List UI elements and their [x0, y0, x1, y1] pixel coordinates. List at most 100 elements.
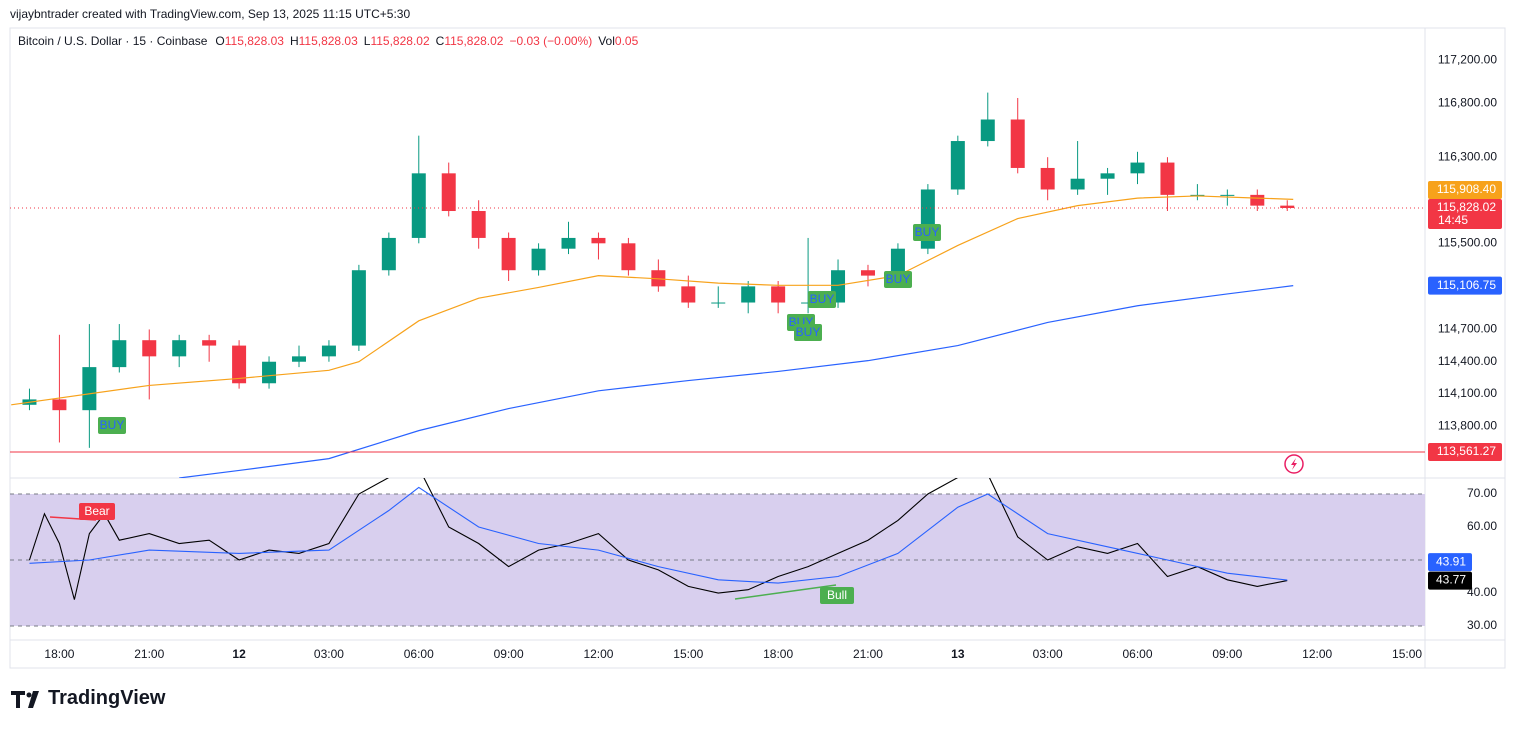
candle-body [142, 340, 157, 357]
rsi-value-label: 43.91 [1436, 554, 1466, 568]
candle-body [741, 286, 756, 303]
y-tick-label: 113,800.00 [1438, 418, 1497, 432]
moving-average [11, 195, 1294, 406]
buy-label: BUY [915, 225, 940, 239]
x-tick-label: 06:00 [1122, 647, 1152, 661]
brand: TradingView [48, 687, 166, 709]
tv-logo [11, 691, 39, 708]
buy-signals: BUY BUY BUY BUY BUY BUY [98, 224, 941, 434]
price-label: 115,828.02 [1437, 200, 1496, 214]
candle-body [1010, 119, 1025, 168]
legend-value: 0.05 [614, 34, 639, 48]
price-label: 113,561.27 [1437, 444, 1496, 458]
candle-body [681, 286, 696, 303]
symbol-legend: Bitcoin / U.S. Dollar · 15 · Coinbase O 11… [18, 34, 644, 48]
price-label-time: 14:45 [1438, 213, 1468, 227]
legend-value: 115,828.03 [298, 34, 358, 48]
bull-label: Bull [827, 588, 847, 602]
moving-average [179, 285, 1294, 478]
candle-body [202, 340, 217, 346]
price-label: 115,908.40 [1437, 182, 1496, 196]
legend-key: H [289, 34, 299, 48]
candle-body [501, 237, 516, 271]
candle-body [1070, 178, 1085, 190]
candle-body [351, 270, 366, 346]
x-tick-label: 06:00 [404, 647, 434, 661]
candle-body [441, 173, 456, 212]
x-tick-label: 03:00 [1033, 647, 1063, 661]
rsi-value-box [1428, 571, 1472, 590]
candle-body [531, 248, 546, 271]
candle-body [262, 361, 277, 384]
legend-key: L [363, 34, 371, 48]
buy-label: BUY [810, 292, 835, 306]
legend-value: 115,828.03 [224, 34, 284, 48]
legend-key: O [215, 34, 225, 48]
candle-body [1100, 173, 1115, 179]
buy-label: BUY [100, 418, 125, 432]
candle-body [172, 340, 187, 357]
bear-label: Bear [84, 504, 109, 518]
candle-body [1280, 205, 1295, 208]
candle-body [980, 119, 995, 142]
y-tick-label: 115,500.00 [1438, 235, 1497, 249]
legend-value: 115,828.02 [444, 34, 504, 48]
candle-body [771, 286, 786, 303]
x-tick-label: 12:00 [583, 647, 613, 661]
legend-value: 115,828.02 [370, 34, 430, 48]
x-tick-label: 13 [951, 647, 965, 661]
legend-key: C [435, 34, 445, 48]
rsi-line [28, 478, 1288, 600]
buy-label: BUY [886, 272, 911, 286]
x-tick-label: 21:00 [853, 647, 883, 661]
x-tick-label: 12:00 [1302, 647, 1332, 661]
candle-body [291, 356, 306, 362]
candle-body [1220, 194, 1235, 196]
price-label-box [1428, 443, 1502, 462]
candle-body [1250, 194, 1265, 206]
y-tick-label: 114,400.00 [1438, 354, 1497, 368]
symbol-title: Bitcoin / U.S. Dollar · 15 · Coinbase [18, 34, 208, 48]
x-tick-label: 09:00 [1212, 647, 1242, 661]
divergences: Bear Bull [49, 503, 854, 604]
candle-body [82, 367, 97, 411]
y-tick-label: 116,800.00 [1438, 96, 1497, 110]
price-label-box [1428, 198, 1502, 229]
candle-body [860, 270, 875, 276]
x-tick-label: 12 [232, 647, 246, 661]
candle-body [950, 141, 965, 190]
rsi-value-box [1428, 553, 1472, 572]
rsi-line [29, 486, 1288, 584]
x-tick-label: 18:00 [763, 647, 793, 661]
attribution: vijaybntrader created with TradingView.c… [10, 7, 411, 21]
price-label-box [1428, 276, 1502, 295]
candle-body [411, 173, 426, 238]
candle-body [52, 399, 67, 411]
alert-icon[interactable] [1284, 454, 1304, 474]
y-tick-label: 114,700.00 [1438, 322, 1497, 336]
y-tick-label: 114,100.00 [1438, 386, 1497, 400]
rsi-value-label: 43.77 [1436, 573, 1466, 587]
y-tick-label: 70.00 [1467, 486, 1497, 500]
x-tick-label: 15:00 [673, 647, 703, 661]
candle-body [232, 345, 247, 384]
candle-body [890, 248, 905, 276]
price-label-box [1428, 180, 1502, 199]
candle-body [591, 237, 606, 244]
x-tick-label: 09:00 [494, 647, 524, 661]
price-label: 115,106.75 [1437, 278, 1496, 292]
candle-body [561, 237, 576, 249]
legend-key: Vol [598, 34, 615, 48]
x-tick-label: 03:00 [314, 647, 344, 661]
y-tick-label: 40.00 [1467, 585, 1497, 599]
y-tick-label: 117,200.00 [1438, 52, 1497, 66]
candle-body [321, 345, 336, 357]
y-tick-label: 116,300.00 [1438, 149, 1497, 163]
x-tick-label: 15:00 [1392, 647, 1422, 661]
chart-frame [9, 27, 1506, 669]
candle-body [711, 302, 726, 304]
candle-body [471, 211, 486, 238]
x-tick-label: 21:00 [134, 647, 164, 661]
